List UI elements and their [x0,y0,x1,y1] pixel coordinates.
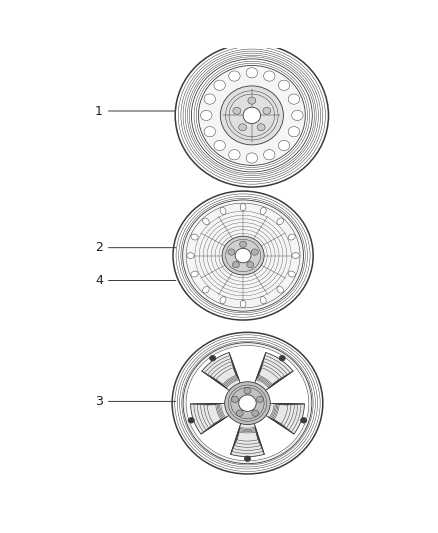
Ellipse shape [264,71,275,81]
Ellipse shape [203,286,209,293]
Ellipse shape [201,110,212,120]
Ellipse shape [225,382,270,425]
Ellipse shape [264,150,275,160]
Ellipse shape [288,126,300,137]
Text: 3: 3 [95,395,176,408]
Ellipse shape [233,107,241,115]
Ellipse shape [183,200,304,311]
Ellipse shape [210,356,216,361]
Ellipse shape [235,248,251,263]
Ellipse shape [239,395,256,411]
Ellipse shape [244,387,251,394]
Ellipse shape [300,417,307,423]
Ellipse shape [292,253,300,259]
Ellipse shape [188,417,194,423]
Ellipse shape [277,286,283,293]
Text: 2: 2 [95,241,176,254]
Ellipse shape [288,234,295,240]
Ellipse shape [229,71,240,81]
Ellipse shape [191,234,198,240]
Ellipse shape [198,66,305,165]
Ellipse shape [239,124,247,131]
Ellipse shape [247,262,254,268]
Ellipse shape [279,356,285,361]
Ellipse shape [187,346,308,460]
Ellipse shape [257,124,265,131]
Ellipse shape [233,262,240,268]
Ellipse shape [183,343,312,464]
Ellipse shape [260,297,266,304]
Ellipse shape [248,97,256,104]
Ellipse shape [244,456,251,462]
Ellipse shape [257,396,264,402]
Ellipse shape [236,410,243,416]
Polygon shape [191,403,230,434]
Text: 4: 4 [95,274,176,287]
Ellipse shape [288,271,295,277]
Ellipse shape [240,300,246,308]
Ellipse shape [231,396,238,402]
Polygon shape [265,403,304,434]
Ellipse shape [263,107,271,115]
Ellipse shape [288,94,300,104]
Ellipse shape [246,68,258,78]
Ellipse shape [222,236,264,275]
Ellipse shape [240,241,247,247]
Text: 1: 1 [95,104,175,117]
Ellipse shape [292,110,303,120]
Ellipse shape [246,153,258,163]
Ellipse shape [220,207,226,214]
Ellipse shape [277,218,283,225]
Ellipse shape [229,150,240,160]
Polygon shape [202,352,240,391]
Ellipse shape [203,218,209,225]
Ellipse shape [220,297,226,304]
Ellipse shape [228,249,235,255]
Ellipse shape [279,140,290,151]
Ellipse shape [260,207,266,214]
Ellipse shape [187,253,194,259]
Ellipse shape [214,80,225,91]
Polygon shape [231,423,264,457]
Ellipse shape [214,140,225,151]
Ellipse shape [252,410,259,416]
Ellipse shape [220,86,283,145]
Ellipse shape [240,204,246,211]
Ellipse shape [251,249,258,255]
Ellipse shape [191,271,198,277]
Ellipse shape [243,107,261,124]
Ellipse shape [204,94,215,104]
Ellipse shape [279,80,290,91]
Polygon shape [254,352,293,391]
Ellipse shape [204,126,215,137]
